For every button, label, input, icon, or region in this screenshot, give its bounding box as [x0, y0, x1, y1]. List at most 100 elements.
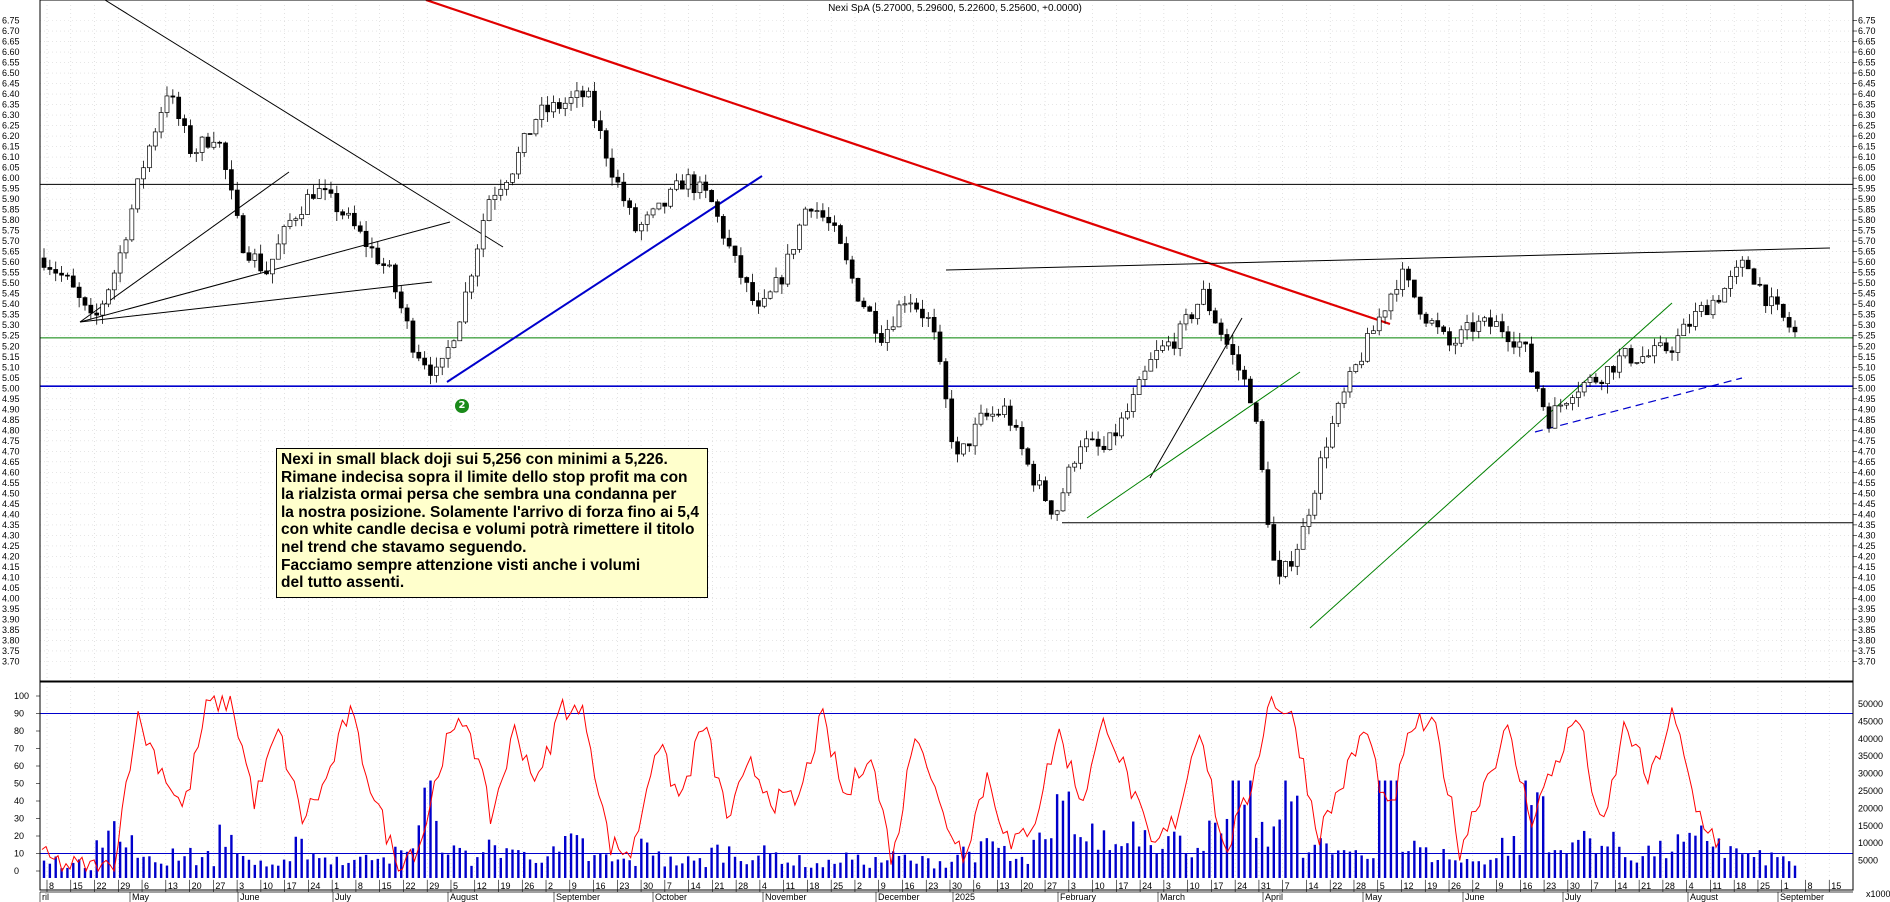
candle-body	[158, 112, 164, 133]
volume-bar	[874, 857, 877, 878]
candle-body	[147, 145, 152, 169]
price-tick-label: 5.30	[1858, 320, 1876, 330]
volume-bar	[189, 847, 192, 878]
price-tick-label: 4.65	[1858, 457, 1876, 467]
candle	[1154, 340, 1160, 369]
price-tick-label-left: 5.40	[2, 299, 20, 309]
candle-body	[521, 133, 527, 153]
candle	[943, 358, 949, 408]
volume-bar	[517, 850, 520, 878]
volume-bar	[657, 851, 661, 878]
candle	[1452, 337, 1458, 355]
volume-bar	[464, 850, 467, 878]
volume-bar	[1190, 857, 1194, 878]
candle	[1353, 363, 1359, 374]
candle-body	[1324, 446, 1329, 459]
candle-body	[937, 331, 943, 362]
candle-body	[1048, 500, 1054, 515]
candle	[480, 213, 486, 258]
candle	[428, 356, 433, 385]
candle	[322, 179, 328, 201]
volume-bar	[1360, 855, 1363, 878]
candle	[656, 202, 662, 211]
volume-bar	[552, 846, 555, 878]
candle	[884, 319, 890, 351]
candle-body	[94, 312, 100, 316]
volume-tick-label: 45000	[1858, 716, 1883, 726]
candle	[117, 245, 123, 283]
volume-bar	[1202, 850, 1205, 878]
volume-bar	[1424, 847, 1428, 878]
candle	[609, 148, 615, 186]
candle-body	[1265, 469, 1271, 525]
price-tick-label: 5.65	[1858, 247, 1876, 257]
candle-body	[1546, 406, 1552, 429]
price-tick-label: 5.95	[1858, 184, 1876, 194]
candle	[808, 208, 814, 218]
volume-bar	[1155, 853, 1158, 878]
candle	[246, 246, 252, 263]
candle-body	[902, 303, 908, 306]
price-tick-label: 4.80	[1858, 425, 1876, 435]
volume-bar	[400, 850, 403, 878]
date-tick-label: 18	[1736, 881, 1746, 891]
chart-title: Nexi SpA (5.27000, 5.29600, 5.22600, 5.2…	[828, 3, 1082, 14]
candle	[281, 224, 287, 255]
candle	[1558, 399, 1564, 413]
candle-body	[539, 104, 545, 120]
candle	[1189, 312, 1195, 324]
volume-bar	[792, 865, 795, 878]
date-tick-label: 1	[1784, 881, 1789, 891]
volume-bar	[1495, 858, 1498, 878]
date-tick-label: 5	[453, 881, 458, 891]
volume-bar	[329, 864, 333, 878]
price-tick-label: 6.40	[1858, 89, 1876, 99]
volume-bar	[1337, 850, 1340, 878]
candle-body	[516, 152, 521, 175]
candle	[135, 178, 141, 213]
candle-body	[1476, 320, 1482, 332]
candle	[475, 244, 480, 287]
date-tick-label: 9	[881, 881, 886, 891]
candle-body	[843, 243, 849, 261]
price-tick-label: 4.10	[1858, 572, 1876, 582]
price-tick-label: 5.85	[1858, 205, 1876, 215]
candle	[1101, 436, 1107, 453]
candle-body	[1095, 438, 1101, 447]
volume-bar	[915, 863, 918, 878]
candle	[1769, 287, 1774, 315]
candle-body	[674, 180, 679, 190]
candle-body	[404, 307, 410, 322]
date-tick-label: 19	[1427, 881, 1437, 891]
panel-frames	[39, 0, 1854, 893]
volume-bar	[1717, 838, 1721, 878]
volume-bar	[1208, 820, 1211, 878]
volume-bar	[669, 856, 672, 878]
candle	[193, 148, 199, 162]
candle	[504, 180, 509, 196]
volume-bar	[323, 857, 327, 878]
date-tick-label: 21	[1641, 881, 1651, 891]
candle-body	[914, 302, 919, 310]
candle	[562, 97, 568, 117]
candle	[1476, 315, 1482, 339]
candle	[141, 160, 146, 189]
candle-body	[802, 208, 808, 226]
candle-body	[826, 216, 832, 224]
candle	[275, 234, 281, 260]
candle-body	[1248, 378, 1253, 404]
candle-body	[1780, 303, 1786, 318]
candle-body	[264, 270, 269, 275]
volume-bar	[628, 860, 631, 878]
volume-bar	[224, 846, 227, 878]
date-tick-label: 2	[857, 881, 862, 891]
candle-body	[205, 136, 211, 148]
volume-bar	[704, 867, 707, 878]
candle-body	[486, 199, 492, 221]
price-tick-label-left: 4.45	[2, 499, 20, 509]
date-tick-label: 30	[952, 881, 962, 891]
volume-bar	[1430, 862, 1434, 878]
candle-body	[1505, 331, 1511, 343]
candle	[1616, 348, 1622, 379]
volume-bar	[1793, 865, 1797, 878]
